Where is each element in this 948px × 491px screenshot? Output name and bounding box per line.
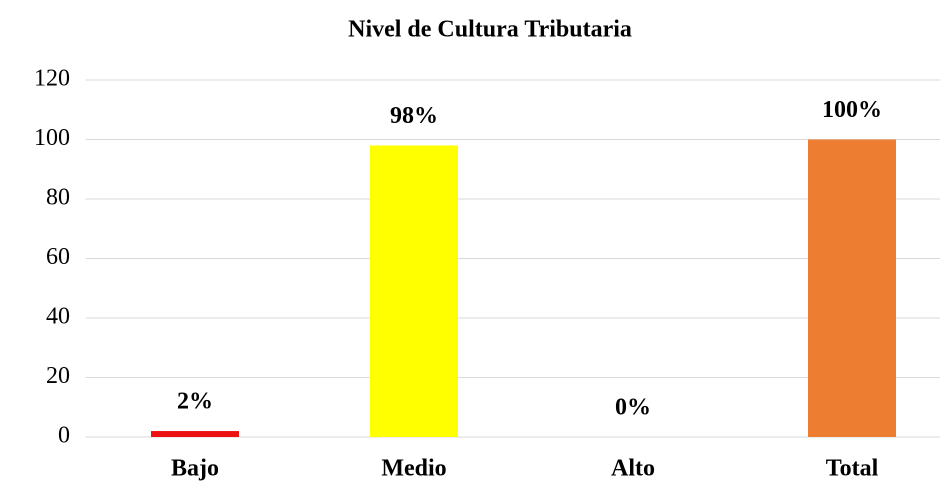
y-tick-label: 120 <box>34 66 70 92</box>
bar <box>370 145 458 437</box>
data-label: 98% <box>390 103 438 129</box>
bar <box>808 139 896 437</box>
y-tick-label: 60 <box>46 244 70 270</box>
x-tick-label: Alto <box>611 456 655 482</box>
y-tick-label: 20 <box>46 363 70 389</box>
y-tick-label: 40 <box>46 304 70 330</box>
y-tick-label: 80 <box>46 185 70 211</box>
data-label: 2% <box>177 389 213 415</box>
x-tick-label: Medio <box>381 456 446 482</box>
x-tick-label: Total <box>826 456 879 482</box>
y-tick-label: 100 <box>34 125 70 151</box>
bar <box>151 431 239 437</box>
data-label: 0% <box>615 395 651 421</box>
data-label: 100% <box>822 97 882 123</box>
x-tick-label: Bajo <box>171 456 219 482</box>
chart-title: Nivel de Cultura Tributaria <box>348 17 632 43</box>
y-tick-label: 0 <box>58 423 70 449</box>
